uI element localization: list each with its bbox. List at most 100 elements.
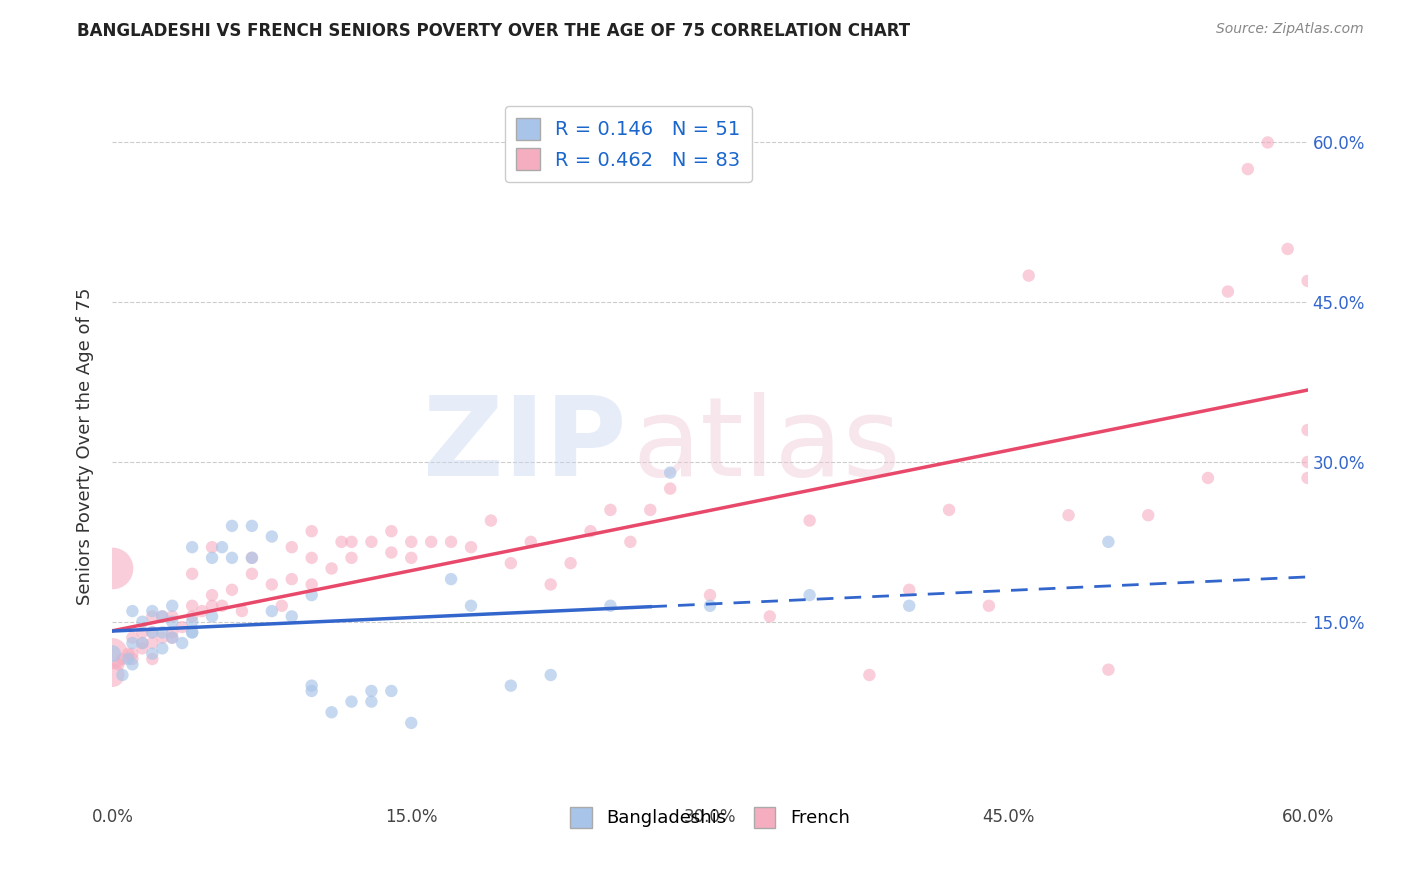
- Point: [221, 582, 243, 597]
- Point: [1296, 471, 1319, 485]
- Point: [131, 636, 153, 650]
- Point: [211, 540, 233, 554]
- Point: [131, 636, 153, 650]
- Point: [162, 615, 183, 629]
- Point: [301, 684, 323, 698]
- Point: [699, 599, 721, 613]
- Text: ZIP: ZIP: [423, 392, 627, 500]
- Point: [301, 588, 323, 602]
- Point: [181, 615, 204, 629]
- Point: [181, 566, 204, 581]
- Point: [380, 545, 402, 559]
- Point: [181, 625, 204, 640]
- Point: [131, 625, 153, 640]
- Point: [977, 599, 1000, 613]
- Point: [1057, 508, 1080, 523]
- Point: [191, 604, 214, 618]
- Point: [141, 647, 163, 661]
- Point: [401, 550, 423, 565]
- Point: [201, 540, 224, 554]
- Point: [141, 604, 163, 618]
- Point: [599, 599, 621, 613]
- Point: [898, 582, 921, 597]
- Point: [540, 577, 562, 591]
- Text: Source: ZipAtlas.com: Source: ZipAtlas.com: [1216, 22, 1364, 37]
- Point: [330, 534, 353, 549]
- Point: [221, 550, 243, 565]
- Point: [150, 609, 173, 624]
- Point: [1237, 162, 1260, 177]
- Point: [938, 503, 960, 517]
- Point: [321, 561, 343, 575]
- Point: [101, 647, 124, 661]
- Point: [340, 550, 363, 565]
- Point: [121, 636, 143, 650]
- Point: [172, 620, 194, 634]
- Point: [1018, 268, 1040, 283]
- Point: [240, 550, 263, 565]
- Point: [131, 615, 153, 629]
- Point: [499, 556, 522, 570]
- Point: [101, 647, 124, 661]
- Point: [121, 631, 143, 645]
- Point: [260, 529, 283, 543]
- Point: [121, 657, 143, 672]
- Point: [201, 599, 224, 613]
- Point: [759, 609, 782, 624]
- Point: [619, 534, 641, 549]
- Point: [231, 604, 253, 618]
- Point: [1216, 285, 1239, 299]
- Point: [301, 577, 323, 591]
- Point: [150, 631, 173, 645]
- Point: [321, 706, 343, 720]
- Point: [162, 631, 183, 645]
- Point: [201, 588, 224, 602]
- Text: BANGLADESHI VS FRENCH SENIORS POVERTY OVER THE AGE OF 75 CORRELATION CHART: BANGLADESHI VS FRENCH SENIORS POVERTY OV…: [77, 22, 911, 40]
- Point: [360, 684, 382, 698]
- Point: [281, 572, 304, 586]
- Point: [301, 550, 323, 565]
- Point: [499, 679, 522, 693]
- Point: [141, 636, 163, 650]
- Point: [121, 647, 143, 661]
- Point: [858, 668, 880, 682]
- Point: [659, 482, 682, 496]
- Point: [1257, 136, 1279, 150]
- Point: [181, 599, 204, 613]
- Point: [420, 534, 443, 549]
- Point: [111, 668, 134, 682]
- Point: [162, 631, 183, 645]
- Point: [240, 550, 263, 565]
- Point: [599, 503, 621, 517]
- Text: atlas: atlas: [633, 392, 901, 500]
- Point: [520, 534, 543, 549]
- Point: [260, 577, 283, 591]
- Point: [281, 540, 304, 554]
- Point: [799, 588, 821, 602]
- Point: [460, 599, 482, 613]
- Point: [162, 599, 183, 613]
- Point: [360, 695, 382, 709]
- Point: [1097, 663, 1119, 677]
- Point: [150, 641, 173, 656]
- Point: [360, 534, 382, 549]
- Point: [131, 641, 153, 656]
- Point: [540, 668, 562, 682]
- Point: [201, 550, 224, 565]
- Point: [1296, 455, 1319, 469]
- Point: [181, 609, 204, 624]
- Point: [141, 625, 163, 640]
- Point: [1197, 471, 1219, 485]
- Point: [1277, 242, 1299, 256]
- Point: [440, 572, 463, 586]
- Point: [221, 519, 243, 533]
- Point: [380, 524, 402, 539]
- Point: [121, 652, 143, 666]
- Point: [150, 609, 173, 624]
- Point: [260, 604, 283, 618]
- Point: [1137, 508, 1160, 523]
- Point: [162, 609, 183, 624]
- Point: [1097, 534, 1119, 549]
- Point: [659, 466, 682, 480]
- Point: [107, 657, 129, 672]
